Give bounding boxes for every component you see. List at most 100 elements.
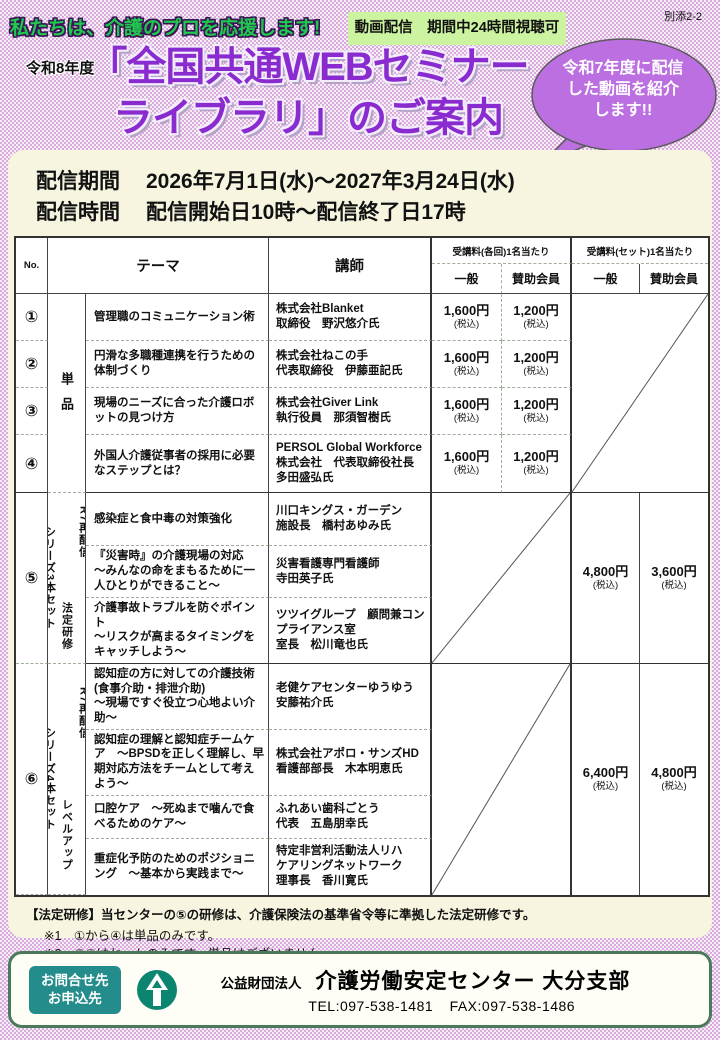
- row-number: ②: [16, 341, 48, 388]
- page-title-line2: ライブラリ」のご案内: [113, 96, 504, 140]
- category-set6: R7再配信 レベルアップ シリーズ4本セット: [48, 663, 86, 895]
- lecturer-cell: 特定非営利活動法人リハ ケアリングネットワーク 理事長 香川寛氏: [269, 838, 432, 895]
- row-number: ①: [16, 294, 48, 341]
- subheader-general-set: 一般: [572, 264, 640, 294]
- fee-general-cell: 1,600円 (税込): [432, 294, 502, 341]
- col-header-fee-each: 受講料(各回)1名当たり: [432, 238, 572, 264]
- lecturer-cell: 株式会社Giver Link 執行役員 那須智樹氏: [269, 388, 432, 435]
- page-title-line1: 「全国共通WEBセミナー: [87, 45, 529, 89]
- topic-cell: 認知症の理解と認知症チームケア ～BPSDを正しく理解し、早期対応方法をチームと…: [86, 729, 269, 796]
- table-row: 介護事故トラブルを防ぐポイント ～リスクが高まるタイミングをキャッチしよう～ ツ…: [16, 598, 708, 664]
- col-header-lecturer: 講師: [269, 238, 432, 294]
- topic-cell: 重症化予防のためのポジショニング ～基本から実践まで～: [86, 838, 269, 895]
- table-row: ⑥ R7再配信 レベルアップ シリーズ4本セット 認知症の方に対しての介護技術(…: [16, 663, 708, 895]
- set-fee-supporter-cell: 4,800円 (税込): [651, 765, 697, 793]
- topic-cell: 認知症の方に対しての介護技術(食事介助・排泄介助) ～現場ですぐ役立つ心地よい介…: [86, 663, 269, 730]
- legal-note: 【法定研修】当センターの⑤の研修は、介護保険法の基準省令等に準拠した法定研修です…: [26, 907, 536, 922]
- bubble-line: した動画を紹介: [566, 81, 679, 98]
- speech-bubble: 令和7年度に配信 した動画を紹介 します!!: [528, 36, 718, 166]
- lecturer-cell: PERSOL Global Workforce 株式会社 代表取締役社長 多田盛…: [269, 435, 432, 493]
- table-row: ⑤ R7再配信 法定研修 シリーズ3本セット 感染症と食中毒の対策強化 川口キン…: [16, 493, 708, 664]
- topic-cell: 介護事故トラブルを防ぐポイント ～リスクが高まるタイミングをキャッチしよう～: [86, 598, 269, 664]
- table-row: ③ 現場のニーズに合った介護ロボットの見つけ方 株式会社Giver Link 執…: [16, 388, 708, 435]
- table-row: 認知症の理解と認知症チームケア ～BPSDを正しく理解し、早期対応方法をチームと…: [16, 729, 708, 796]
- bubble-line: します!!: [593, 102, 653, 119]
- organization-block: 公益財団法人 介護労働安定センター 大分支部 TEL:097-538-1481 …: [193, 965, 692, 1014]
- fee-general-cell: 1,600円 (税込): [432, 435, 502, 493]
- fee-supporter-cell: 1,200円 (税込): [502, 388, 572, 435]
- set-fee-crossed-cell: [572, 294, 708, 493]
- table-row: 重症化予防のためのポジショニング ～基本から実践まで～ 特定非営利活動法人リハ …: [16, 838, 708, 895]
- attachment-number: 別添2-2: [664, 11, 702, 23]
- subheader-supporter-set: 賛助会員: [640, 264, 708, 294]
- footnote-item: ※1 ①から④は単品のみです。: [44, 928, 221, 943]
- lecturer-cell: 川口キングス・ガーデン 施設長 橋村あゆみ氏: [269, 493, 432, 546]
- row-number: ③: [16, 388, 48, 435]
- diagonal-line: [432, 493, 570, 663]
- lecturer-cell: 株式会社ねこの手 代表取締役 伊藤亜記氏: [269, 341, 432, 388]
- contact-numbers: TEL:097-538-1481 FAX:097-538-1486: [193, 998, 692, 1014]
- fax-number: FAX:097-538-1486: [449, 998, 576, 1014]
- time-label: 配信時間: [36, 201, 120, 224]
- lecturer-cell: 老健ケアセンターゆうゆう 安藤祐介氏: [269, 663, 432, 730]
- page-title: 「全国共通WEBセミナー ライブラリ」のご案内: [58, 42, 558, 144]
- set-fee-general-cell: 4,800円 (税込): [572, 493, 640, 664]
- table-row: ① 単品 管理職のコミュニケーション術 株式会社Blanket 取締役 野沢悠介…: [16, 294, 708, 493]
- row-number: ⑥: [16, 663, 48, 895]
- topic-cell: 外国人介護従事者の採用に必要なステップとは？: [86, 435, 269, 493]
- col-header-theme: テーマ: [48, 238, 269, 294]
- promo-banner: 私たちは、介護のプロを応援します!: [10, 18, 321, 39]
- topic-cell: 『災害時』の介護現場の対応 ～みんなの命をまもるために一人ひとりができること～: [86, 546, 269, 598]
- video-notice-box: 動画配信 期間中24時間視聴可: [348, 12, 566, 45]
- row-number: ④: [16, 435, 48, 493]
- contact-badge-line: お申込先: [47, 990, 102, 1006]
- speech-bubble-text: 令和7年度に配信 した動画を紹介 します!!: [528, 58, 718, 121]
- contact-footer: お問合せ先 お申込先 公益財団法人 介護労働安定センター 大分支部 TEL:09…: [8, 951, 712, 1028]
- center-logo-icon: [136, 969, 177, 1010]
- each-fee-crossed-cell: [432, 493, 572, 664]
- table-row: 『災害時』の介護現場の対応 ～みんなの命をまもるために一人ひとりができること～ …: [16, 546, 708, 598]
- lecturer-cell: 災害看護専門看護師 寺田英子氏: [269, 546, 432, 598]
- bubble-line: 令和7年度に配信: [562, 60, 684, 77]
- organization-type: 公益財団法人: [220, 976, 302, 991]
- fee-general-cell: 1,600円 (税込): [432, 388, 502, 435]
- tel-number: TEL:097-538-1481: [308, 998, 434, 1014]
- topic-cell: 感染症と食中毒の対策強化: [86, 493, 269, 546]
- category-single: 単品: [48, 294, 86, 493]
- lecturer-cell: ツツイグループ 顧問兼コンプライアンス室 室長 松川竜也氏: [269, 598, 432, 664]
- schedule-block: 配信期間 2026年7月1日(水)～2027年3月24日(水) 配信時間 配信開…: [36, 166, 706, 228]
- table-row: ② 円滑な多職種連携を行うための体制づくり 株式会社ねこの手 代表取締役 伊藤亜…: [16, 341, 708, 388]
- contact-badge: お問合せ先 お申込先: [29, 965, 121, 1014]
- lecturer-cell: ふれあい歯科ごとう 代表 五島朋幸氏: [269, 795, 432, 839]
- fee-supporter-cell: 1,200円 (税込): [502, 435, 572, 493]
- lecturer-cell: 株式会社Blanket 取締役 野沢悠介氏: [269, 294, 432, 341]
- content-panel: 配信期間 2026年7月1日(水)～2027年3月24日(水) 配信時間 配信開…: [8, 150, 712, 980]
- set-fee-supporter-cell: 3,600円 (税込): [640, 493, 708, 664]
- fee-supporter-cell: 1,200円 (税込): [502, 341, 572, 388]
- period-label: 配信期間: [36, 170, 120, 193]
- lecturer-cell: 株式会社アポロ・サンズHD 看護部部長 木本明恵氏: [269, 729, 432, 796]
- table-row: ④ 外国人介護従事者の採用に必要なステップとは？ PERSOL Global W…: [16, 435, 708, 493]
- subheader-general-each: 一般: [432, 264, 502, 294]
- period-value: 2026年7月1日(水)～2027年3月24日(水): [146, 170, 515, 193]
- col-header-no: No.: [16, 238, 48, 294]
- subheader-supporter-each: 賛助会員: [502, 264, 572, 294]
- col-header-fee-set: 受講料(セット)1名当たり: [572, 238, 708, 264]
- topic-cell: 口腔ケア ～死ぬまで噛んで食べるためのケア～: [86, 795, 269, 839]
- topic-cell: 現場のニーズに合った介護ロボットの見つけ方: [86, 388, 269, 435]
- organization-name: 介護労働安定センター 大分支部: [315, 970, 631, 993]
- topic-cell: 円滑な多職種連携を行うための体制づくり: [86, 341, 269, 388]
- each-fee-crossed-cell: [432, 663, 572, 895]
- masthead: 別添2-2 私たちは、介護のプロを応援します! 動画配信 期間中24時間視聴可 …: [0, 0, 720, 166]
- fee-supporter-cell: 1,200円 (税込): [502, 294, 572, 341]
- table-row: 口腔ケア ～死ぬまで噛んで食べるためのケア～ ふれあい歯科ごとう 代表 五島朋幸…: [16, 795, 708, 839]
- category-set5: R7再配信 法定研修 シリーズ3本セット: [48, 493, 86, 664]
- diagonal-line: [432, 664, 570, 895]
- row-number: ⑤: [16, 493, 48, 664]
- set-fee-general-cell: 6,400円 (税込): [572, 663, 640, 895]
- fiscal-year-label: 令和8年度: [26, 60, 95, 77]
- diagonal-line: [572, 294, 708, 492]
- seminar-fee-table: No. テーマ 講師 受講料(各回)1名当たり 受講料(セット)1名当たり 一般…: [14, 236, 710, 897]
- time-value: 配信開始日10時～配信終了日17時: [146, 201, 466, 224]
- contact-badge-line: お問合せ先: [41, 972, 109, 988]
